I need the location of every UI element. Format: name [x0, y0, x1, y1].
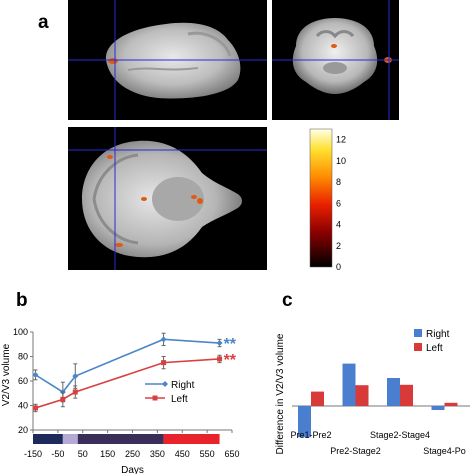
legend-marker — [152, 395, 158, 401]
category-label: Pre1-Pre2 — [290, 430, 331, 440]
x-tick-label: 50 — [78, 449, 88, 459]
coronal-brain-shape — [292, 18, 378, 94]
bar-right — [431, 406, 445, 410]
panel-label-c: c — [282, 290, 293, 311]
bar-left — [444, 402, 458, 406]
y-tick-label: 40 — [18, 401, 28, 411]
bar-chart-volume-difference: Difference in V2/V3 volume Pre1-Pre2 Pre2-… — [275, 329, 470, 456]
timeline-segment — [33, 434, 63, 444]
data-point-left — [60, 396, 66, 402]
colorbar: 12 10 8 6 4 2 0 — [309, 128, 346, 272]
category-label: Pre2-Stage2 — [330, 446, 381, 456]
significance-marker: ** — [224, 336, 237, 353]
colorbar-tick-label: 2 — [336, 241, 341, 251]
sagittal-brain-shape — [105, 22, 241, 99]
y-tick-label: 100 — [13, 327, 28, 337]
y-tick-label: 60 — [18, 376, 28, 386]
bar-left — [355, 385, 369, 406]
x-tick-label: 150 — [100, 449, 115, 459]
bar-left — [400, 384, 413, 406]
timeline-segment — [77, 434, 164, 444]
timeline-segment — [62, 434, 78, 444]
panel-label-b: b — [16, 290, 28, 311]
legend-label-right: Right — [171, 380, 195, 391]
legend-marker — [162, 381, 168, 387]
data-point-right — [32, 371, 39, 378]
y-tick-label: 20 — [18, 425, 28, 435]
data-point-left — [161, 360, 167, 366]
bar-left — [311, 391, 324, 406]
colorbar-tick-label: 10 — [336, 156, 346, 166]
x-tick-label: 350 — [150, 449, 165, 459]
x-tick-label: -50 — [51, 449, 64, 459]
colorbar-tick-label: 6 — [336, 198, 341, 208]
data-point-left — [217, 356, 223, 362]
legend-label-left: Left — [426, 343, 443, 354]
colorbar-tick-label: 12 — [336, 135, 346, 145]
activation-spot — [115, 243, 123, 247]
legend-label-right: Right — [426, 329, 450, 340]
legend-label-left: Left — [171, 394, 188, 405]
mri-coronal-view — [272, 0, 399, 120]
legend-swatch-left — [414, 343, 422, 351]
x-tick-label: 250 — [125, 449, 140, 459]
mri-sagittal-view — [68, 0, 267, 120]
x-tick-label: 450 — [175, 449, 190, 459]
x-axis-label: Days — [121, 465, 144, 474]
activation-spot — [191, 195, 197, 199]
bar-right — [342, 363, 356, 406]
y-tick-label: 80 — [18, 352, 28, 362]
x-tick-label: 650 — [224, 449, 239, 459]
data-point-left — [72, 389, 78, 395]
mri-axial-view — [68, 127, 267, 270]
activation-spot — [141, 197, 147, 201]
data-point-right — [72, 373, 79, 380]
y-axis-label: Difference in V2/V3 volume — [275, 333, 286, 454]
bar-right — [387, 378, 400, 406]
colorbar-gradient — [309, 128, 333, 268]
data-point-right — [216, 340, 223, 347]
panel-label-a: a — [38, 12, 49, 33]
activation-spot — [331, 44, 337, 48]
timeline-segment — [163, 434, 220, 444]
significance-marker: ** — [224, 352, 237, 369]
colorbar-tick-label: 8 — [336, 177, 341, 187]
activation-spot — [108, 58, 118, 64]
colorbar-tick-label: 0 — [336, 262, 341, 272]
bar-right — [298, 406, 311, 438]
data-point-left — [32, 405, 38, 411]
category-label: Stage2-Stage4 — [370, 430, 430, 440]
y-axis-label: V2/V3 volume — [1, 343, 12, 406]
legend-swatch-right — [414, 329, 422, 337]
line-chart-volume-over-days: 20 40 60 80 100 -150 -50 50 150 250 350 450 550 650 Da… — [1, 327, 240, 474]
x-tick-label: -150 — [24, 449, 42, 459]
data-point-right — [160, 336, 167, 343]
activation-spot — [197, 198, 203, 204]
x-tick-label: 550 — [200, 449, 215, 459]
colorbar-tick-label: 4 — [336, 220, 341, 230]
activation-spot — [107, 155, 113, 159]
category-label: Stage4-Po — [423, 446, 466, 456]
